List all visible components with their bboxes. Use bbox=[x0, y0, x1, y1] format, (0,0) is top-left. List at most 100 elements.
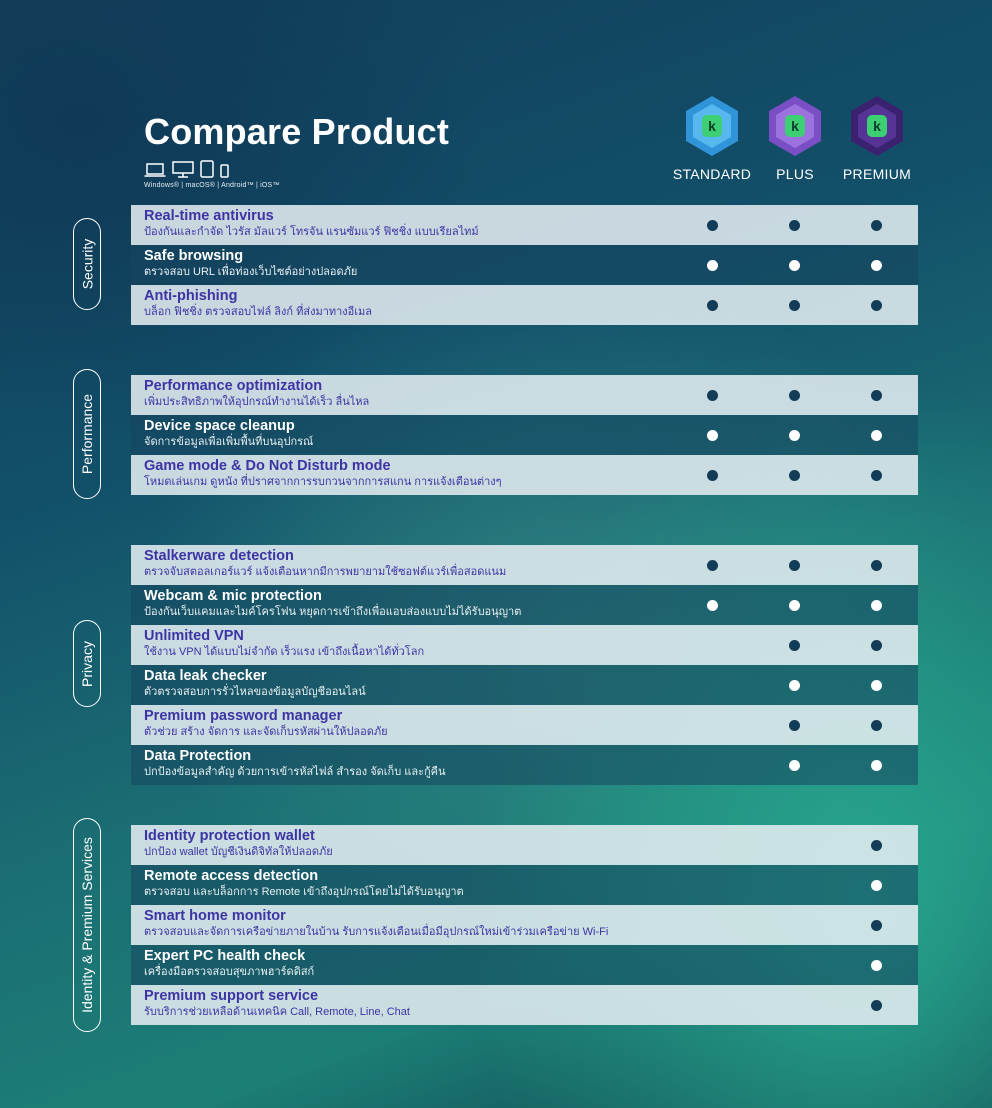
section-label-privacy: Privacy bbox=[73, 620, 101, 707]
included-dot-standard bbox=[707, 560, 718, 571]
feature-desc: ป้องกันและกำจัด ไวรัส มัลแวร์ โทรจัน แรน… bbox=[144, 226, 479, 238]
kaspersky-standard-badge-icon: k bbox=[686, 96, 738, 156]
svg-text:k: k bbox=[791, 118, 799, 134]
feature-name: Unlimited VPN bbox=[144, 628, 244, 644]
included-dot-premium bbox=[871, 430, 882, 441]
tablet-icon bbox=[200, 160, 214, 178]
feature-name: Webcam & mic protection bbox=[144, 588, 322, 604]
feature-row-realtime-antivirus: Real-time antivirus ป้องกันและกำจัด ไวรั… bbox=[131, 205, 918, 245]
included-dot-plus bbox=[789, 430, 800, 441]
included-dot-standard bbox=[707, 260, 718, 271]
included-dot-premium bbox=[871, 260, 882, 271]
included-dot-premium bbox=[871, 760, 882, 771]
feature-name: Data leak checker bbox=[144, 668, 267, 684]
included-dot-plus bbox=[789, 300, 800, 311]
included-dot-premium bbox=[871, 300, 882, 311]
included-dot-standard bbox=[707, 220, 718, 231]
feature-name: Expert PC health check bbox=[144, 948, 306, 964]
feature-desc: บล็อก ฟิชชิ่ง ตรวจสอบไฟล์ ลิงก์ ที่ส่งมา… bbox=[144, 306, 373, 318]
included-dot-premium bbox=[871, 880, 882, 891]
feature-name: Smart home monitor bbox=[144, 908, 286, 924]
included-dot-plus bbox=[789, 680, 800, 691]
plan-plus: k PLUS bbox=[754, 94, 836, 182]
plan-label-standard: STANDARD bbox=[672, 166, 752, 182]
feature-name: Premium password manager bbox=[144, 708, 343, 724]
feature-row-device-space-cleanup: Device space cleanup จัดการข้อมูลเพื่อเพ… bbox=[131, 415, 918, 455]
feature-row-game-mode: Game mode & Do Not Disturb mode โหมดเล่น… bbox=[131, 455, 918, 495]
feature-desc: ใช้งาน VPN ได้แบบไม่จำกัด เร็วแรง เข้าถึ… bbox=[144, 646, 425, 658]
feature-desc: จัดการข้อมูลเพื่อเพิ่มพื้นที่บนอุปกรณ์ bbox=[144, 436, 314, 448]
included-dot-premium bbox=[871, 600, 882, 611]
included-dot-plus bbox=[789, 600, 800, 611]
included-dot-premium bbox=[871, 1000, 882, 1011]
included-dot-plus bbox=[789, 640, 800, 651]
feature-name: Premium support service bbox=[144, 988, 319, 1004]
feature-name: Real-time antivirus bbox=[144, 208, 274, 224]
included-dot-plus bbox=[789, 470, 800, 481]
included-dot-premium bbox=[871, 390, 882, 401]
included-dot-standard bbox=[707, 390, 718, 401]
feature-desc: ป้องกันเว็บแคมและไมค์โครโฟน หยุดการเข้าถ… bbox=[144, 606, 522, 618]
section-label-security: Security bbox=[73, 218, 101, 310]
included-dot-standard bbox=[707, 300, 718, 311]
platforms-text: Windows® | macOS® | Android™ | iOS™ bbox=[144, 182, 280, 189]
kaspersky-premium-badge-icon: k bbox=[851, 96, 903, 156]
included-dot-premium bbox=[871, 920, 882, 931]
feature-name: Data Protection bbox=[144, 748, 252, 764]
feature-name: Remote access detection bbox=[144, 868, 319, 884]
kaspersky-plus-badge-icon: k bbox=[769, 96, 821, 156]
feature-desc: เครื่องมือตรวจสอบสุขภาพฮาร์ดดิสก์ bbox=[144, 966, 315, 978]
feature-row-data-protection: Data Protection ปกป้องข้อมูลสำคัญ ด้วยกา… bbox=[131, 745, 918, 785]
feature-desc: ปกป้องข้อมูลสำคัญ ด้วยการเข้ารหัสไฟล์ สำ… bbox=[144, 766, 446, 778]
laptop-icon bbox=[144, 163, 166, 177]
included-dot-plus bbox=[789, 260, 800, 271]
feature-row-premium-support: Premium support service รับบริการช่วยเหล… bbox=[131, 985, 918, 1025]
feature-row-smart-home-monitor: Smart home monitor ตรวจสอบและจัดการเครือ… bbox=[131, 905, 918, 945]
header: Compare Product Windows® | macOS® | Andr… bbox=[144, 111, 450, 190]
feature-desc: รับบริการช่วยเหลือด้านเทคนิค Call, Remot… bbox=[144, 1006, 410, 1018]
included-dot-premium bbox=[871, 960, 882, 971]
included-dot-standard bbox=[707, 430, 718, 441]
feature-desc: ตรวจสอบและจัดการเครือข่ายภายในบ้าน รับกา… bbox=[144, 926, 609, 938]
feature-desc: เพิ่มประสิทธิภาพให้อุปกรณ์ทำงานได้เร็ว ล… bbox=[144, 396, 370, 408]
feature-row-stalkerware-detection: Stalkerware detection ตรวจจับสตอลเกอร์แว… bbox=[131, 545, 918, 585]
feature-row-anti-phishing: Anti-phishing บล็อก ฟิชชิ่ง ตรวจสอบไฟล์ … bbox=[131, 285, 918, 325]
feature-desc: ตัวช่วย สร้าง จัดการ และจัดเก็บรหัสผ่านใ… bbox=[144, 726, 388, 738]
feature-name: Game mode & Do Not Disturb mode bbox=[144, 458, 391, 474]
feature-name: Stalkerware detection bbox=[144, 548, 294, 564]
feature-row-remote-access-detection: Remote access detection ตรวจสอบ และบล็อก… bbox=[131, 865, 918, 905]
included-dot-premium bbox=[871, 720, 882, 731]
feature-row-webcam-mic: Webcam & mic protection ป้องกันเว็บแคมแล… bbox=[131, 585, 918, 625]
phone-icon bbox=[220, 164, 229, 178]
feature-name: Performance optimization bbox=[144, 378, 323, 394]
feature-name: Identity protection wallet bbox=[144, 828, 315, 844]
feature-desc: ตรวจสอบ URL เพื่อท่องเว็บไซต์อย่างปลอดภั… bbox=[144, 266, 358, 278]
svg-text:k: k bbox=[873, 118, 881, 134]
included-dot-plus bbox=[789, 390, 800, 401]
included-dot-premium bbox=[871, 840, 882, 851]
feature-name: Safe browsing bbox=[144, 248, 244, 264]
feature-row-pc-health-check: Expert PC health check เครื่องมือตรวจสอบ… bbox=[131, 945, 918, 985]
included-dot-plus bbox=[789, 220, 800, 231]
included-dot-plus bbox=[789, 760, 800, 771]
desktop-icon bbox=[172, 161, 194, 178]
included-dot-premium bbox=[871, 640, 882, 651]
svg-text:k: k bbox=[708, 118, 716, 134]
section-label-performance: Performance bbox=[73, 369, 101, 499]
feature-desc: ตรวจสอบ และบล็อกการ Remote เข้าถึงอุปกรณ… bbox=[144, 886, 464, 898]
feature-row-unlimited-vpn: Unlimited VPN ใช้งาน VPN ได้แบบไม่จำกัด … bbox=[131, 625, 918, 665]
page-title: Compare Product bbox=[144, 111, 450, 152]
feature-name: Anti-phishing bbox=[144, 288, 238, 304]
device-icons bbox=[144, 160, 449, 178]
feature-desc: ตัวตรวจสอบการรั่วไหลของข้อมูลบัญชีออนไลน… bbox=[144, 686, 366, 698]
feature-desc: ปกป้อง wallet บัญชีเงินดิจิทัลให้ปลอดภัย bbox=[144, 846, 333, 858]
feature-desc: ตรวจจับสตอลเกอร์แวร์ แจ้งเตือนหากมีการพย… bbox=[144, 566, 507, 578]
feature-row-identity-wallet: Identity protection wallet ปกป้อง wallet… bbox=[131, 825, 918, 865]
section-label-identity: Identity & Premium Services bbox=[73, 818, 101, 1032]
included-dot-premium bbox=[871, 220, 882, 231]
feature-row-safe-browsing: Safe browsing ตรวจสอบ URL เพื่อท่องเว็บไ… bbox=[131, 245, 918, 285]
included-dot-premium bbox=[871, 470, 882, 481]
feature-row-performance-optimization: Performance optimization เพิ่มประสิทธิภา… bbox=[131, 375, 918, 415]
included-dot-standard bbox=[707, 470, 718, 481]
included-dot-plus bbox=[789, 720, 800, 731]
